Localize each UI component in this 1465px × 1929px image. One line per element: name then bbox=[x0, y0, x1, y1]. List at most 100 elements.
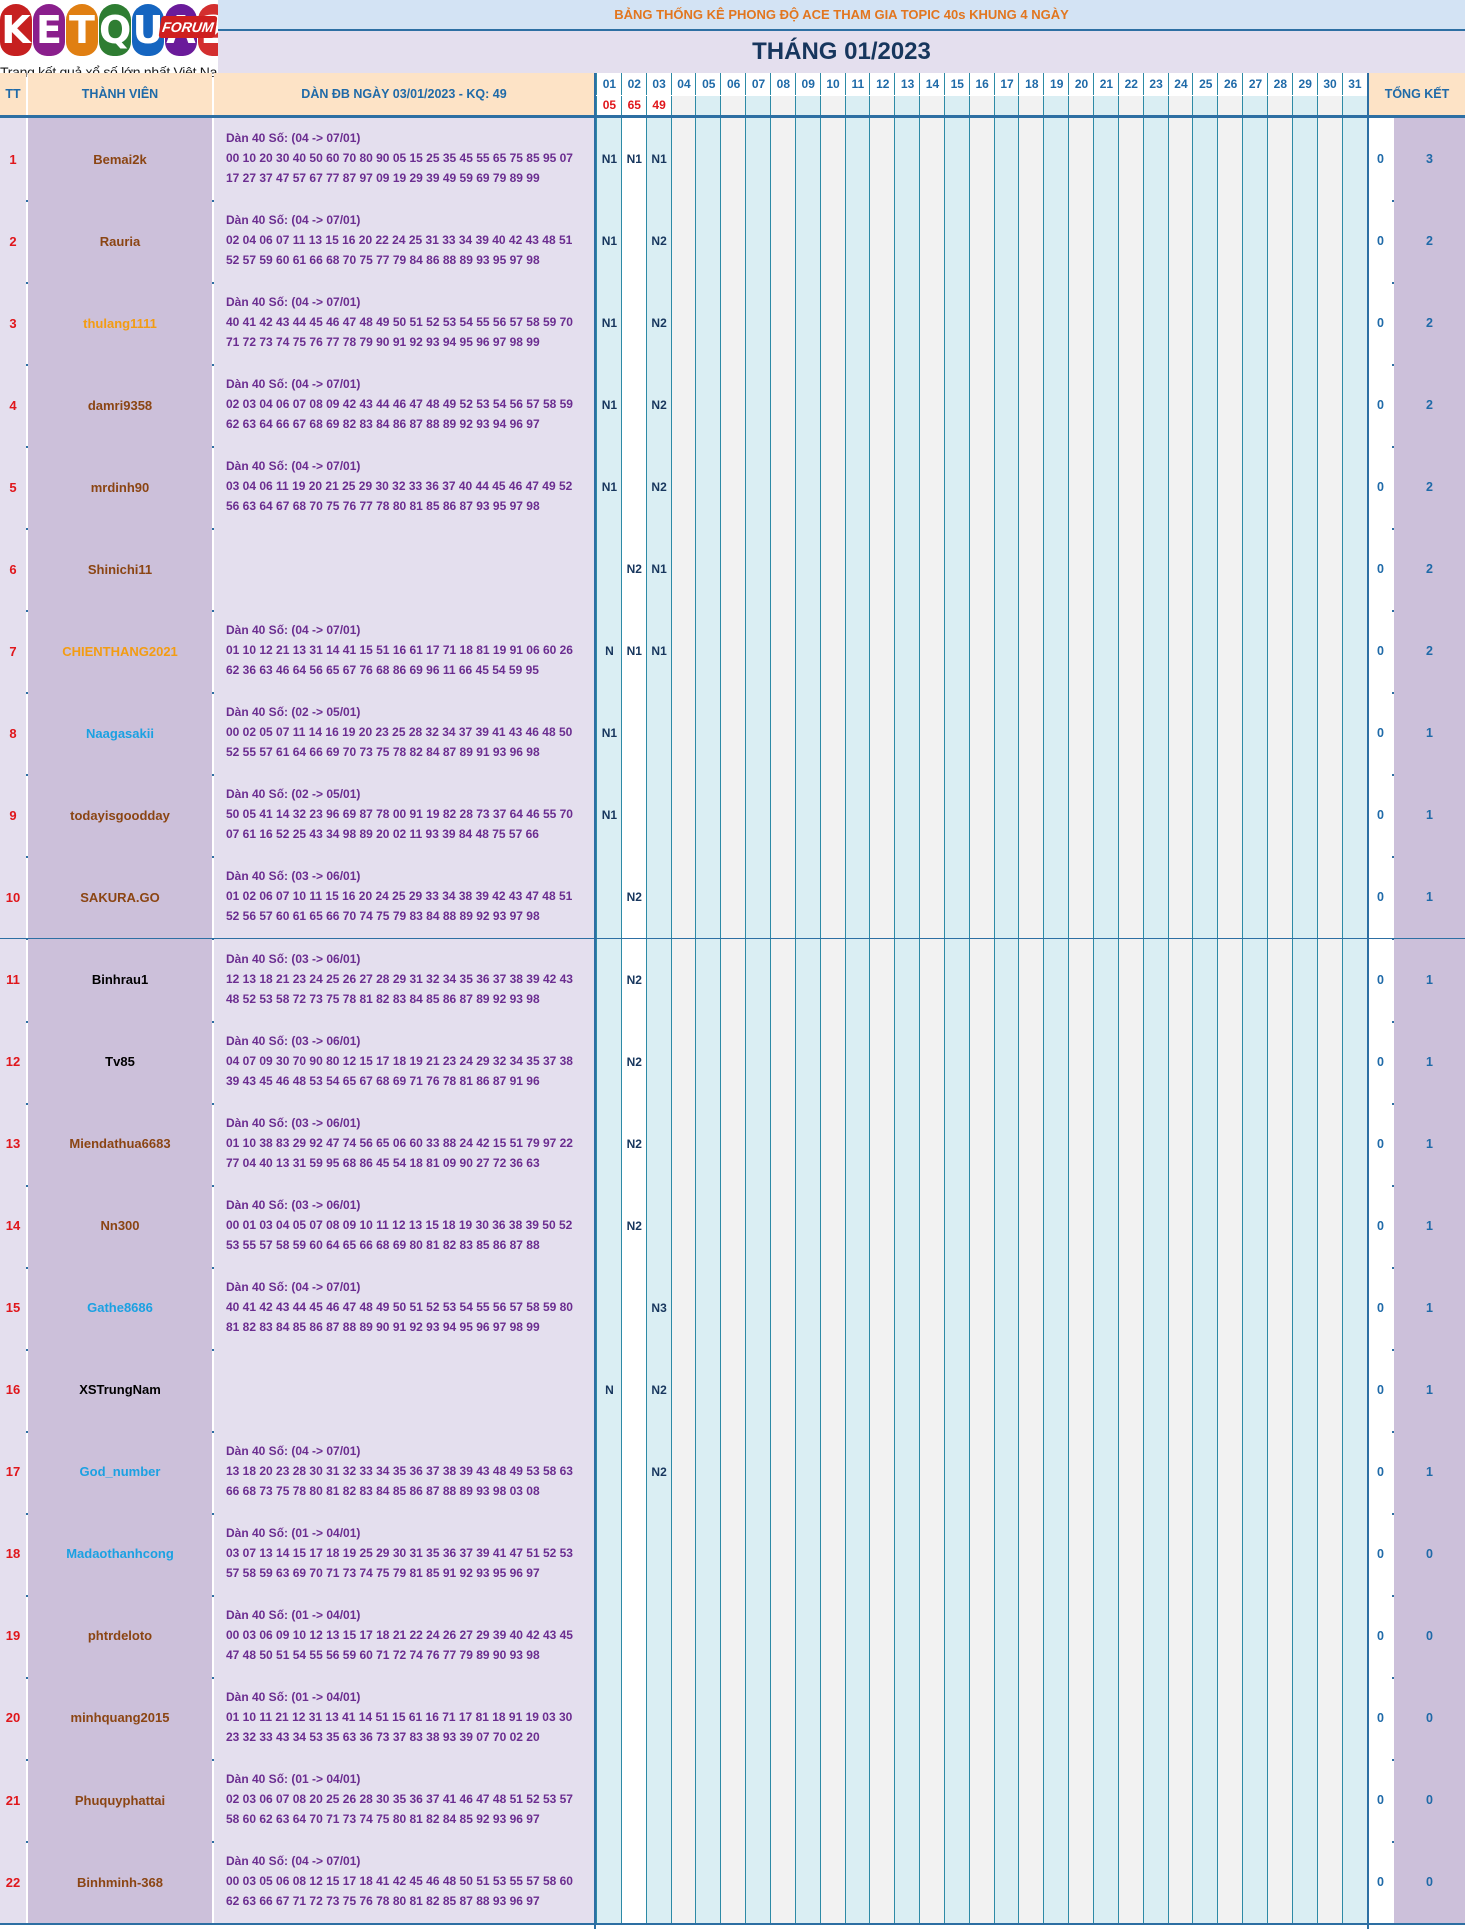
divider-right bbox=[1367, 73, 1369, 1929]
day-header-16: 16 bbox=[968, 73, 995, 95]
day-cell-14 bbox=[919, 856, 945, 939]
day-cell-11 bbox=[844, 1102, 871, 1185]
member-name[interactable]: Nn300 bbox=[28, 1184, 212, 1267]
member-name[interactable]: mrdinh90 bbox=[28, 446, 212, 529]
day-cell-22 bbox=[1117, 1512, 1144, 1595]
logo-letter: Q bbox=[99, 4, 131, 56]
member-name[interactable]: Binhminh-368 bbox=[28, 1841, 212, 1924]
day-cell-13 bbox=[894, 282, 920, 365]
zero-count: 0 bbox=[1369, 1102, 1392, 1185]
day-cell-07 bbox=[745, 610, 771, 693]
dan-lines: Dàn 40 Số: (03 -> 06/01) 01 10 38 83 29 9… bbox=[226, 1113, 573, 1173]
day-cell-17 bbox=[993, 200, 1020, 283]
member-name[interactable]: Rauria bbox=[28, 200, 212, 283]
ketqua-logo[interactable]: KETQUA2 FORUM Trang kết quả xổ số lớn nh… bbox=[0, 0, 218, 84]
member-name[interactable]: Miendathua6683 bbox=[28, 1102, 212, 1185]
day-cell-25 bbox=[1192, 610, 1219, 693]
member-name[interactable]: Tv85 bbox=[28, 1020, 212, 1103]
day-cell-15 bbox=[943, 938, 970, 1021]
day-cell-03: N2 bbox=[645, 200, 672, 283]
day-cell-02: N2 bbox=[620, 856, 647, 939]
day-cell-23 bbox=[1142, 1348, 1169, 1431]
member-name[interactable]: thulang1111 bbox=[28, 282, 212, 365]
day-cell-24 bbox=[1167, 692, 1194, 775]
day-cell-16 bbox=[968, 200, 995, 283]
day-cell-07 bbox=[745, 118, 771, 200]
day-cell-25 bbox=[1192, 446, 1219, 529]
day-cell-28 bbox=[1266, 1184, 1293, 1267]
day-cell-04 bbox=[670, 1266, 697, 1349]
day-cell-31 bbox=[1341, 938, 1368, 1021]
member-name[interactable]: minhquang2015 bbox=[28, 1676, 212, 1759]
day-cell-21 bbox=[1093, 1266, 1119, 1349]
day-cell-05 bbox=[695, 446, 722, 529]
dan-numbers: 57 58 59 63 69 70 71 73 74 75 79 81 85 9… bbox=[226, 1565, 540, 1580]
dan-lines: Dàn 40 Số: (03 -> 06/01) 04 07 09 30 70 9… bbox=[226, 1031, 573, 1091]
dan-numbers: 00 01 03 04 05 07 08 09 10 11 12 13 15 1… bbox=[226, 1217, 573, 1232]
day-cell-05 bbox=[695, 200, 722, 283]
zero-count: 0 bbox=[1369, 1676, 1392, 1759]
day-header-03: 03 bbox=[645, 73, 672, 95]
day-cell-17 bbox=[993, 1184, 1020, 1267]
day-cell-09 bbox=[794, 774, 821, 857]
day-header-05: 05 bbox=[695, 73, 722, 95]
total-count: 1 bbox=[1394, 1102, 1465, 1185]
day-cell-28 bbox=[1266, 692, 1293, 775]
member-name[interactable]: Gathe8686 bbox=[28, 1266, 212, 1349]
member-name[interactable]: Binhrau1 bbox=[28, 938, 212, 1021]
day-header-15: 15 bbox=[943, 73, 970, 95]
member-name[interactable]: God_number bbox=[28, 1430, 212, 1513]
day-cell-16 bbox=[968, 1759, 995, 1841]
day-cell-30 bbox=[1316, 446, 1343, 529]
day-cell-19 bbox=[1043, 1594, 1070, 1677]
result-cell-20 bbox=[1068, 96, 1094, 115]
row-number: 2 bbox=[0, 200, 26, 283]
day-cell-02: N2 bbox=[620, 1184, 647, 1267]
day-cell-27 bbox=[1242, 1184, 1268, 1267]
total-count: 1 bbox=[1394, 692, 1465, 775]
day-cell-26 bbox=[1217, 1430, 1244, 1513]
day-cell-30 bbox=[1316, 1512, 1343, 1595]
day-cell-22 bbox=[1117, 610, 1144, 693]
dan-numbers: 03 07 13 14 15 17 18 19 25 29 30 31 35 3… bbox=[226, 1545, 573, 1560]
day-header-22: 22 bbox=[1117, 73, 1144, 95]
member-name[interactable]: Bemai2k bbox=[28, 118, 212, 200]
member-name[interactable]: CHIENTHANG2021 bbox=[28, 610, 212, 693]
day-cell-25 bbox=[1192, 1266, 1219, 1349]
day-cell-06 bbox=[720, 1594, 747, 1677]
member-name[interactable]: Naagasakii bbox=[28, 692, 212, 775]
day-cell-12 bbox=[869, 1594, 896, 1677]
result-cell-19 bbox=[1043, 96, 1070, 115]
day-cell-12 bbox=[869, 1266, 896, 1349]
member-name[interactable]: damri9358 bbox=[28, 364, 212, 447]
day-cell-29 bbox=[1291, 118, 1318, 200]
member-name[interactable]: Madaothanhcong bbox=[28, 1512, 212, 1595]
day-cell-26 bbox=[1217, 1020, 1244, 1103]
member-name[interactable]: Shinichi11 bbox=[28, 528, 212, 611]
dan-cell: Dàn 40 Số: (03 -> 06/01) 12 13 18 21 23 2… bbox=[214, 938, 594, 1021]
day-cell-05 bbox=[695, 692, 722, 775]
day-cell-30 bbox=[1316, 610, 1343, 693]
day-cell-20 bbox=[1068, 856, 1094, 939]
member-name[interactable]: SAKURA.GO bbox=[28, 856, 212, 939]
day-cell-29 bbox=[1291, 1512, 1318, 1595]
day-cell-22 bbox=[1117, 200, 1144, 283]
member-name[interactable]: XSTrungNam bbox=[28, 1348, 212, 1431]
member-name[interactable]: phtrdeloto bbox=[28, 1594, 212, 1677]
total-count: 2 bbox=[1394, 364, 1465, 447]
day-cell-03 bbox=[645, 1102, 672, 1185]
day-cell-16 bbox=[968, 1594, 995, 1677]
day-cell-20 bbox=[1068, 1594, 1094, 1677]
dan-numbers: 52 56 57 60 61 65 66 70 74 75 79 83 84 8… bbox=[226, 909, 540, 924]
day-cell-08 bbox=[769, 200, 796, 283]
day-cell-04 bbox=[670, 1184, 697, 1267]
day-cell-09 bbox=[794, 1266, 821, 1349]
day-cell-27 bbox=[1242, 1759, 1268, 1841]
day-cell-14 bbox=[919, 774, 945, 857]
day-cell-26 bbox=[1217, 364, 1244, 447]
day-header-11: 11 bbox=[844, 73, 871, 95]
day-cell-26 bbox=[1217, 1759, 1244, 1841]
member-name[interactable]: todayisgoodday bbox=[28, 774, 212, 857]
member-name[interactable]: Phuquyphattai bbox=[28, 1759, 212, 1841]
zero-count: 0 bbox=[1369, 446, 1392, 529]
